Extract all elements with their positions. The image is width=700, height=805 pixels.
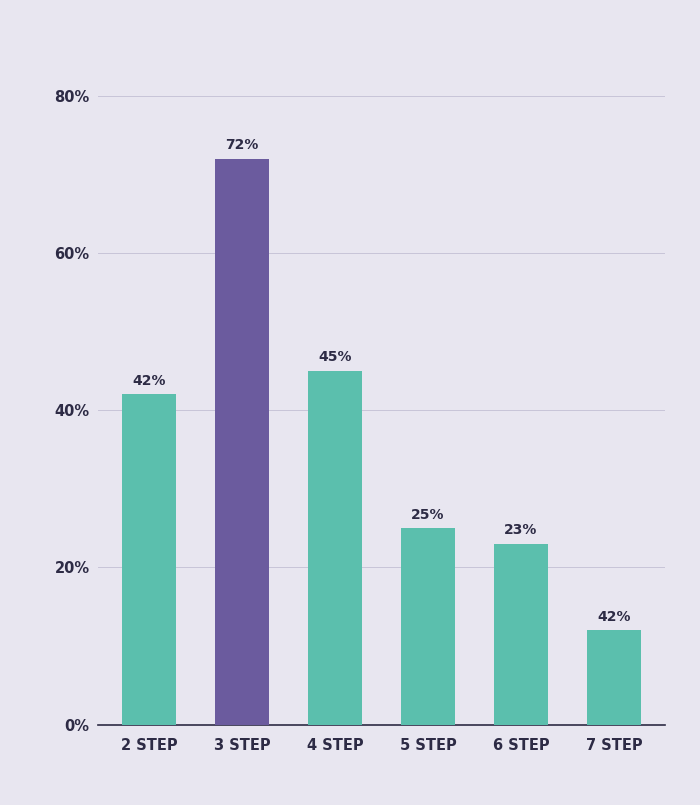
Text: 23%: 23% — [504, 523, 538, 538]
Text: 42%: 42% — [597, 610, 631, 624]
Bar — [215, 159, 269, 725]
Bar — [587, 630, 641, 724]
Text: 42%: 42% — [132, 374, 166, 388]
Bar — [401, 528, 455, 724]
Text: 45%: 45% — [318, 350, 352, 365]
Text: 25%: 25% — [411, 508, 444, 522]
Bar — [494, 543, 548, 724]
Bar — [308, 371, 362, 724]
Text: 72%: 72% — [225, 138, 259, 152]
Bar — [122, 394, 176, 724]
